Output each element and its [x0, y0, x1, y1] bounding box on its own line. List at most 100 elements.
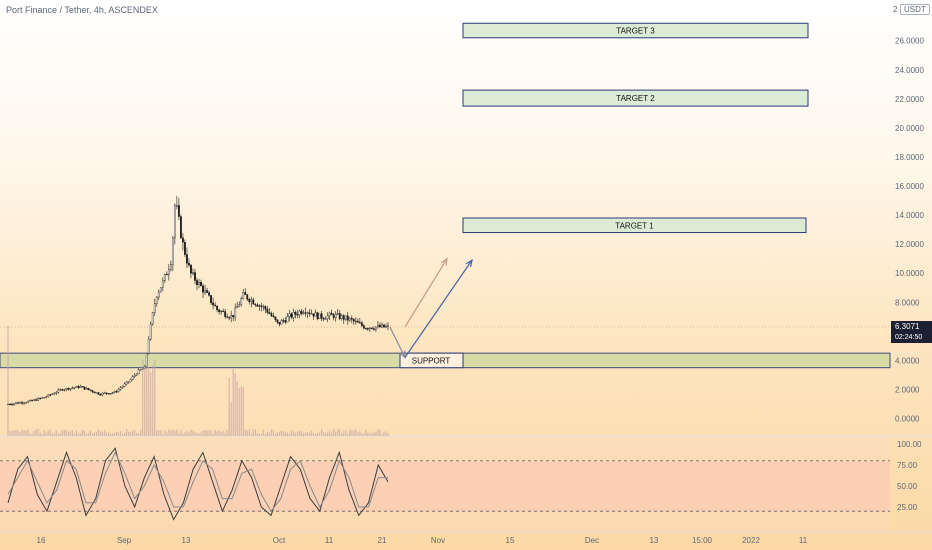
volume-bar-130 [268, 432, 270, 436]
candle-body-112 [232, 315, 235, 318]
candle-body-165 [338, 313, 341, 319]
candle-body-71 [149, 323, 152, 340]
candle-body-22 [51, 393, 54, 395]
volume-bar-118 [244, 429, 246, 436]
volume-bar-142 [292, 431, 295, 436]
candle-body-7 [21, 402, 23, 404]
volume-bar-122 [252, 429, 254, 436]
oscillator-band [0, 462, 890, 512]
volume-bar-1 [9, 430, 11, 436]
volume-bar-115 [238, 388, 240, 436]
volume-bar-124 [256, 433, 258, 436]
candle-body-178 [364, 328, 367, 330]
currency-button[interactable]: USDT [900, 4, 930, 15]
volume-bar-120 [248, 429, 250, 436]
volume-bar-170 [349, 429, 351, 436]
candle-body-23 [53, 393, 56, 395]
candle-body-173 [354, 320, 357, 323]
volume-bar-131 [270, 429, 272, 436]
candle-body-57 [121, 386, 124, 388]
candle-body-131 [270, 313, 273, 317]
x-tick-label-7: 15 [506, 536, 515, 545]
candle-body-84 [175, 205, 178, 207]
candle-body-24 [55, 392, 58, 394]
candle-body-9 [25, 402, 27, 404]
candle-body-41 [89, 389, 92, 391]
candle-body-182 [373, 328, 375, 330]
x-axis: 16 Sep 13 Oct 11 21 Nov 15 Dec 13 15:00 2022 11 [37, 536, 808, 545]
candle-body-34 [75, 386, 78, 388]
candle-body-12 [31, 399, 34, 402]
volume-bar-150 [308, 432, 311, 436]
volume-bar-114 [236, 381, 238, 436]
candle-body-96 [200, 282, 202, 287]
volume-bar-94 [196, 433, 198, 436]
candle-body-8 [23, 402, 25, 404]
candle-body-32 [71, 387, 74, 389]
candle-body-167 [342, 315, 345, 320]
candle-body-111 [230, 315, 233, 319]
candle-body-156 [320, 313, 323, 319]
volume-bar-188 [385, 431, 387, 436]
volume-bar-14 [35, 429, 37, 436]
volume-bar-62 [132, 430, 134, 436]
volume-bar-110 [228, 377, 230, 436]
candle-body-166 [340, 315, 343, 319]
candle-body-141 [290, 313, 293, 318]
candle-body-16 [39, 397, 42, 400]
candle-body-150 [308, 312, 311, 314]
x-tick-label-11: 2022 [742, 536, 760, 545]
x-tick-label-10: 15:00 [692, 536, 713, 545]
candle-body-17 [41, 397, 44, 399]
candle-body-139 [286, 316, 289, 323]
y-tick-label-5: 16.0000 [895, 182, 924, 191]
volume-bar-32 [71, 430, 73, 436]
volume-bar-44 [95, 431, 98, 436]
volume-bar-152 [313, 433, 315, 436]
volume-bar-50 [107, 432, 110, 436]
volume-bar-148 [304, 432, 307, 436]
volume-bar-135 [278, 432, 281, 436]
candle-body-137 [282, 320, 285, 322]
candle-body-52 [111, 392, 114, 394]
volume-bar-149 [306, 432, 309, 436]
candle-body-122 [252, 299, 255, 305]
candle-body-147 [302, 312, 305, 314]
candle-body-133 [274, 316, 277, 320]
candle-body-2 [11, 404, 13, 406]
volume-bar-72 [152, 365, 154, 436]
y-tick-label-4: 18.0000 [895, 153, 924, 162]
volume-bar-98 [204, 430, 206, 436]
candle-body-58 [123, 383, 126, 387]
volume-bar-79 [166, 432, 168, 436]
osc-tick-label-1: 75.00 [897, 461, 918, 470]
candle-body-172 [352, 319, 355, 322]
candle-body-120 [248, 299, 251, 303]
candle-body-20 [47, 394, 50, 398]
candle-body-162 [332, 314, 335, 318]
y-tick-label-11: 4.0000 [895, 356, 920, 365]
candle-body-130 [268, 312, 271, 314]
x-tick-label-12: 11 [799, 536, 808, 545]
volume-bar-64 [136, 432, 138, 436]
volume-bar-133 [274, 433, 277, 436]
osc-tick-label-3: 25.00 [897, 503, 918, 512]
volume-bar-138 [284, 431, 287, 436]
volume-bar-89 [186, 431, 188, 436]
candle-body-102 [212, 302, 214, 306]
volume-bar-81 [170, 430, 172, 436]
candle-body-176 [360, 322, 363, 326]
candle-body-29 [65, 387, 68, 390]
volume-bar-134 [276, 432, 279, 436]
chart-title: Port Finance / Tether, 4h, ASCENDEX [6, 5, 158, 15]
candle-body-53 [113, 391, 116, 393]
volume-bar-0 [7, 326, 9, 436]
candle-body-28 [63, 389, 66, 391]
volume-bar-70 [148, 367, 150, 436]
candle-body-33 [73, 387, 76, 389]
support-label-box [399, 352, 464, 369]
x-tick-label-0: 16 [37, 536, 46, 545]
candle-body-5 [17, 402, 19, 404]
